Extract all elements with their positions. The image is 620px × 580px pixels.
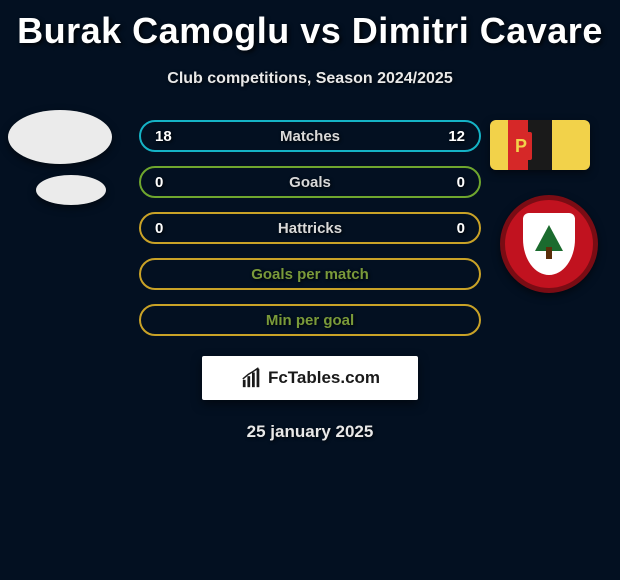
club-badge-right-1: P — [490, 120, 590, 170]
stat-label: Goals per match — [251, 266, 369, 283]
stat-value-left: 0 — [155, 220, 185, 237]
stat-row: 0 Goals 0 — [139, 166, 481, 198]
tree-icon — [535, 225, 563, 251]
watermark: FcTables.com — [202, 356, 418, 400]
stat-row: Goals per match — [139, 258, 481, 290]
stat-label: Goals — [289, 174, 331, 191]
stat-label: Min per goal — [266, 312, 354, 329]
chart-icon — [240, 367, 264, 389]
stat-value-right: 12 — [435, 128, 465, 145]
player-avatar-left-2 — [36, 175, 106, 205]
shield-icon — [523, 213, 575, 275]
stat-label: Hattricks — [278, 220, 342, 237]
stat-value-right: 0 — [435, 174, 465, 191]
stat-value-right: 0 — [435, 220, 465, 237]
watermark-text: FcTables.com — [268, 368, 380, 388]
player-avatar-left-1 — [8, 110, 112, 164]
stat-label: Matches — [280, 128, 340, 145]
stat-row: 18 Matches 12 — [139, 120, 481, 152]
club-badge-right-2 — [500, 195, 598, 293]
date-label: 25 january 2025 — [0, 422, 620, 442]
stat-row: 0 Hattricks 0 — [139, 212, 481, 244]
page-title: Burak Camoglu vs Dimitri Cavare — [0, 0, 620, 52]
subtitle: Club competitions, Season 2024/2025 — [0, 70, 620, 88]
stat-row: Min per goal — [139, 304, 481, 336]
lens-p-icon: P — [510, 132, 532, 160]
stat-value-left: 18 — [155, 128, 185, 145]
stat-value-left: 0 — [155, 174, 185, 191]
